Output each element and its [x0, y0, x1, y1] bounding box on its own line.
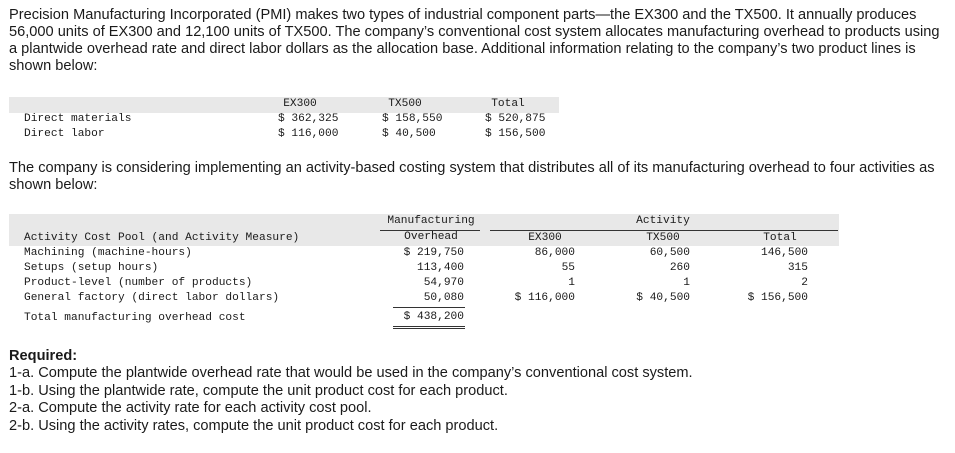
table2-cell-ex300: $ 116,000 — [514, 292, 575, 304]
required-item-1a: 1-a. Compute the plantwide overhead rate… — [9, 365, 693, 382]
table2-header-overhead-2: Overhead — [404, 231, 458, 243]
table1-cell-total: $ 520,875 — [485, 113, 546, 125]
total-double-rule-2 — [393, 328, 465, 329]
intro-paragraph: Precision Manufacturing Incorporated (PM… — [9, 7, 940, 74]
table2-header-total: Total — [763, 232, 797, 244]
table2-total-overhead: $ 438,200 — [403, 311, 464, 323]
table2-header-overhead-1: Manufacturing — [387, 215, 475, 227]
table2-cell-total: 315 — [787, 262, 808, 274]
table2-cell-overhead: 54,970 — [423, 277, 464, 289]
table2-cell-tx500: 60,500 — [649, 247, 690, 259]
table1-header-ex300: EX300 — [283, 98, 317, 110]
table2-cell-total: 146,500 — [761, 247, 808, 259]
table1-header-bar — [9, 97, 559, 113]
middle-paragraph: The company is considering implementing … — [9, 160, 935, 193]
required-item-2b: 2-b. Using the activity rates, compute t… — [9, 417, 499, 434]
table2-header-ex300: EX300 — [528, 232, 562, 244]
activity-header-rule — [490, 230, 838, 231]
table2-cell-overhead: 113,400 — [417, 262, 464, 274]
table1-cell-tx500: $ 158,550 — [382, 113, 443, 125]
subtotal-rule — [393, 307, 465, 308]
required-section: Required: 1-a. Compute the plantwide ove… — [9, 348, 693, 435]
table1-cell-ex300: $ 116,000 — [278, 128, 339, 140]
total-double-rule-1 — [393, 326, 465, 327]
required-item-1b: 1-b. Using the plantwide rate, compute t… — [9, 382, 508, 399]
table2-cell-ex300: 1 — [568, 277, 575, 289]
table2-cell-ex300: 86,000 — [534, 247, 575, 259]
table2-cell-tx500: $ 40,500 — [636, 292, 690, 304]
table2-header-pool: Activity Cost Pool (and Activity Measure… — [24, 232, 300, 244]
table1-row-label: Direct materials — [24, 113, 132, 125]
table2-cell-total: $ 156,500 — [747, 292, 808, 304]
table2-cell-tx500: 1 — [683, 277, 690, 289]
required-title: Required: — [9, 348, 78, 364]
table2-cell-tx500: 260 — [669, 262, 690, 274]
table1-cell-tx500: $ 40,500 — [382, 128, 436, 140]
table2-row-label: General factory (direct labor dollars) — [24, 292, 280, 304]
table2-row-label: Product-level (number of products) — [24, 277, 253, 289]
table2-cell-overhead: 50,080 — [423, 292, 464, 304]
table2-header-tx500: TX500 — [646, 232, 680, 244]
table2-row-label: Machining (machine-hours) — [24, 247, 192, 259]
table2-cell-ex300: 55 — [561, 262, 575, 274]
required-item-2a: 2-a. Compute the activity rate for each … — [9, 400, 372, 417]
table1-cell-total: $ 156,500 — [485, 128, 546, 140]
table2-total-label: Total manufacturing overhead cost — [24, 312, 246, 324]
table2-row-label: Setups (setup hours) — [24, 262, 159, 274]
table2-cell-overhead: $ 219,750 — [403, 247, 464, 259]
table2-header-activity: Activity — [636, 215, 690, 227]
table1-cell-ex300: $ 362,325 — [278, 113, 339, 125]
table2-cell-total: 2 — [801, 277, 808, 289]
table1-header-total: Total — [491, 98, 525, 110]
overhead-header-rule — [380, 230, 480, 231]
table1-header-tx500: TX500 — [388, 98, 422, 110]
table1-row-label: Direct labor — [24, 128, 105, 140]
